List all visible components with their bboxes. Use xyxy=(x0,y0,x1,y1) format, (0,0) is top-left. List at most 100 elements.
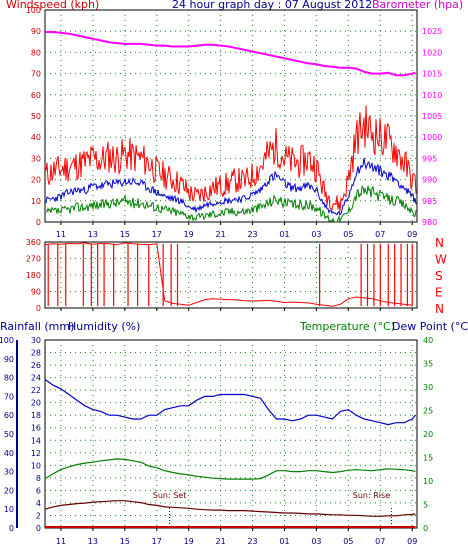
barometer-tick-label: 1015 xyxy=(422,70,442,79)
rainfall-tick-label: 20 xyxy=(4,486,14,495)
direction-tick-label: 180 xyxy=(26,271,41,280)
direction-tick-label: 90 xyxy=(31,288,41,297)
barometer-tick-label: 980 xyxy=(422,218,437,227)
temperature-tick-label: 10 xyxy=(423,477,433,486)
humidity-tick-label: 22 xyxy=(31,386,41,395)
temperature-tick-label: 35 xyxy=(423,360,433,369)
wind-average-line xyxy=(45,157,417,216)
humidity-tick-label: 4 xyxy=(36,499,41,508)
temperature-chart-xtick-label: 15 xyxy=(120,537,130,546)
humidity-tick-label: 6 xyxy=(36,486,41,495)
humidity-tick-label: 20 xyxy=(31,399,41,408)
windspeed-tick-label: 10 xyxy=(31,197,41,206)
wind-low-line xyxy=(45,185,417,223)
barometer-tick-label: 1000 xyxy=(422,133,442,142)
humidity-tick-label: 2 xyxy=(36,511,41,520)
windspeed-tick-label: 90 xyxy=(31,27,41,36)
wind-chart-xtick-label: 07 xyxy=(375,230,385,239)
temperature-tick-label: 0 xyxy=(423,524,428,533)
rainfall-tick-label: 40 xyxy=(4,449,14,458)
graph-title: 24 hour graph day : 07 August 2012 xyxy=(172,0,373,11)
humidity-tick-label: 28 xyxy=(31,349,41,358)
direction-tick-label: 360 xyxy=(26,238,41,247)
humidity-tick-label: 12 xyxy=(31,449,41,458)
temperature-chart-xtick-label: 19 xyxy=(184,537,194,546)
windspeed-tick-label: 100 xyxy=(26,6,41,15)
temperature-chart-xtick-label: 09 xyxy=(407,537,417,546)
temperature-axis-label: Temperature (°C) xyxy=(300,320,395,333)
compass-label: N xyxy=(435,236,444,250)
barometer-tick-label: 1010 xyxy=(422,91,442,100)
temperature-chart-xtick-label: 07 xyxy=(375,537,385,546)
rainfall-tick-label: 70 xyxy=(4,392,14,401)
temperature-chart-xtick-label: 03 xyxy=(311,537,321,546)
wind-chart-xtick-label: 13 xyxy=(88,230,98,239)
barometer-tick-label: 1020 xyxy=(422,48,442,57)
wind-chart-xtick-label: 05 xyxy=(343,230,353,239)
wind-chart-xtick-label: 21 xyxy=(216,230,226,239)
temperature-chart-xtick-label: 13 xyxy=(88,537,98,546)
windspeed-tick-label: 20 xyxy=(31,176,41,185)
temperature-chart-xtick-label: 11 xyxy=(56,537,66,546)
barometer-tick-label: 985 xyxy=(422,197,437,206)
temperature-tick-label: 15 xyxy=(423,454,433,463)
direction-tick-label: 0 xyxy=(36,304,41,313)
wind-direction-line xyxy=(44,242,413,307)
wind-chart-xtick-label: 19 xyxy=(184,230,194,239)
rainfall-axis-label: Rainfall (mm) xyxy=(0,320,75,333)
sunrise-annotation: Sun: Rise xyxy=(353,491,390,500)
temperature-chart-xtick-label: 01 xyxy=(279,537,289,546)
temperature-chart-xtick-label: 05 xyxy=(343,537,353,546)
windspeed-axis-label: Windspeed (kph) xyxy=(6,0,100,11)
wind-chart-xtick-label: 11 xyxy=(56,230,66,239)
wind-chart-xtick-label: 23 xyxy=(247,230,257,239)
humidity-tick-label: 30 xyxy=(31,336,41,345)
temperature-chart-xtick-label: 21 xyxy=(216,537,226,546)
humidity-tick-label: 8 xyxy=(36,474,41,483)
humidity-tick-label: 14 xyxy=(31,436,41,445)
barometer-tick-label: 990 xyxy=(422,176,437,185)
humidity-tick-label: 26 xyxy=(31,361,41,370)
wind-chart-xtick-label: 09 xyxy=(407,230,417,239)
humidity-tick-label: 0 xyxy=(36,524,41,533)
humidity-tick-label: 10 xyxy=(31,461,41,470)
dewpoint-axis-label: Dew Point (°C) xyxy=(392,320,468,333)
compass-label: N xyxy=(435,302,444,316)
windspeed-tick-label: 70 xyxy=(31,70,41,79)
windspeed-tick-label: 60 xyxy=(31,91,41,100)
temperature-chart-xtick-label: 17 xyxy=(152,537,162,546)
temperature-tick-label: 30 xyxy=(423,383,433,392)
rainfall-tick-label: 30 xyxy=(4,468,14,477)
barometer-tick-label: 995 xyxy=(422,154,437,163)
wind-gust-line xyxy=(45,105,417,212)
temperature-tick-label: 20 xyxy=(423,430,433,439)
direction-tick-label: 270 xyxy=(26,255,41,264)
humidity-tick-label: 24 xyxy=(31,374,41,383)
temperature-line xyxy=(44,458,416,480)
wind-chart-xtick-label: 15 xyxy=(120,230,130,239)
humidity-axis-label: Humidity (%) xyxy=(68,320,141,333)
rainfall-tick-label: 60 xyxy=(4,411,14,420)
temperature-chart-frame xyxy=(44,339,418,529)
rainfall-tick-label: 0 xyxy=(9,524,14,533)
humidity-tick-label: 16 xyxy=(31,424,41,433)
compass-label: E xyxy=(435,286,443,300)
barometer-line xyxy=(45,31,416,77)
humidity-tick-label: 18 xyxy=(31,411,41,420)
temperature-tick-label: 5 xyxy=(423,501,428,510)
windspeed-tick-label: 0 xyxy=(36,218,41,227)
barometer-axis-label: Barometer (hpa) xyxy=(372,0,464,11)
windspeed-tick-label: 30 xyxy=(31,154,41,163)
wind-chart-xtick-label: 01 xyxy=(279,230,289,239)
windspeed-tick-label: 40 xyxy=(31,133,41,142)
wind-chart-xtick-label: 17 xyxy=(152,230,162,239)
rainfall-tick-label: 50 xyxy=(4,430,14,439)
humidity-line xyxy=(44,379,416,426)
temperature-tick-label: 40 xyxy=(423,336,433,345)
rainfall-tick-label: 100 xyxy=(0,336,14,345)
barometer-tick-label: 1005 xyxy=(422,112,442,121)
rainfall-tick-label: 90 xyxy=(4,355,14,364)
compass-label: S xyxy=(435,269,443,283)
